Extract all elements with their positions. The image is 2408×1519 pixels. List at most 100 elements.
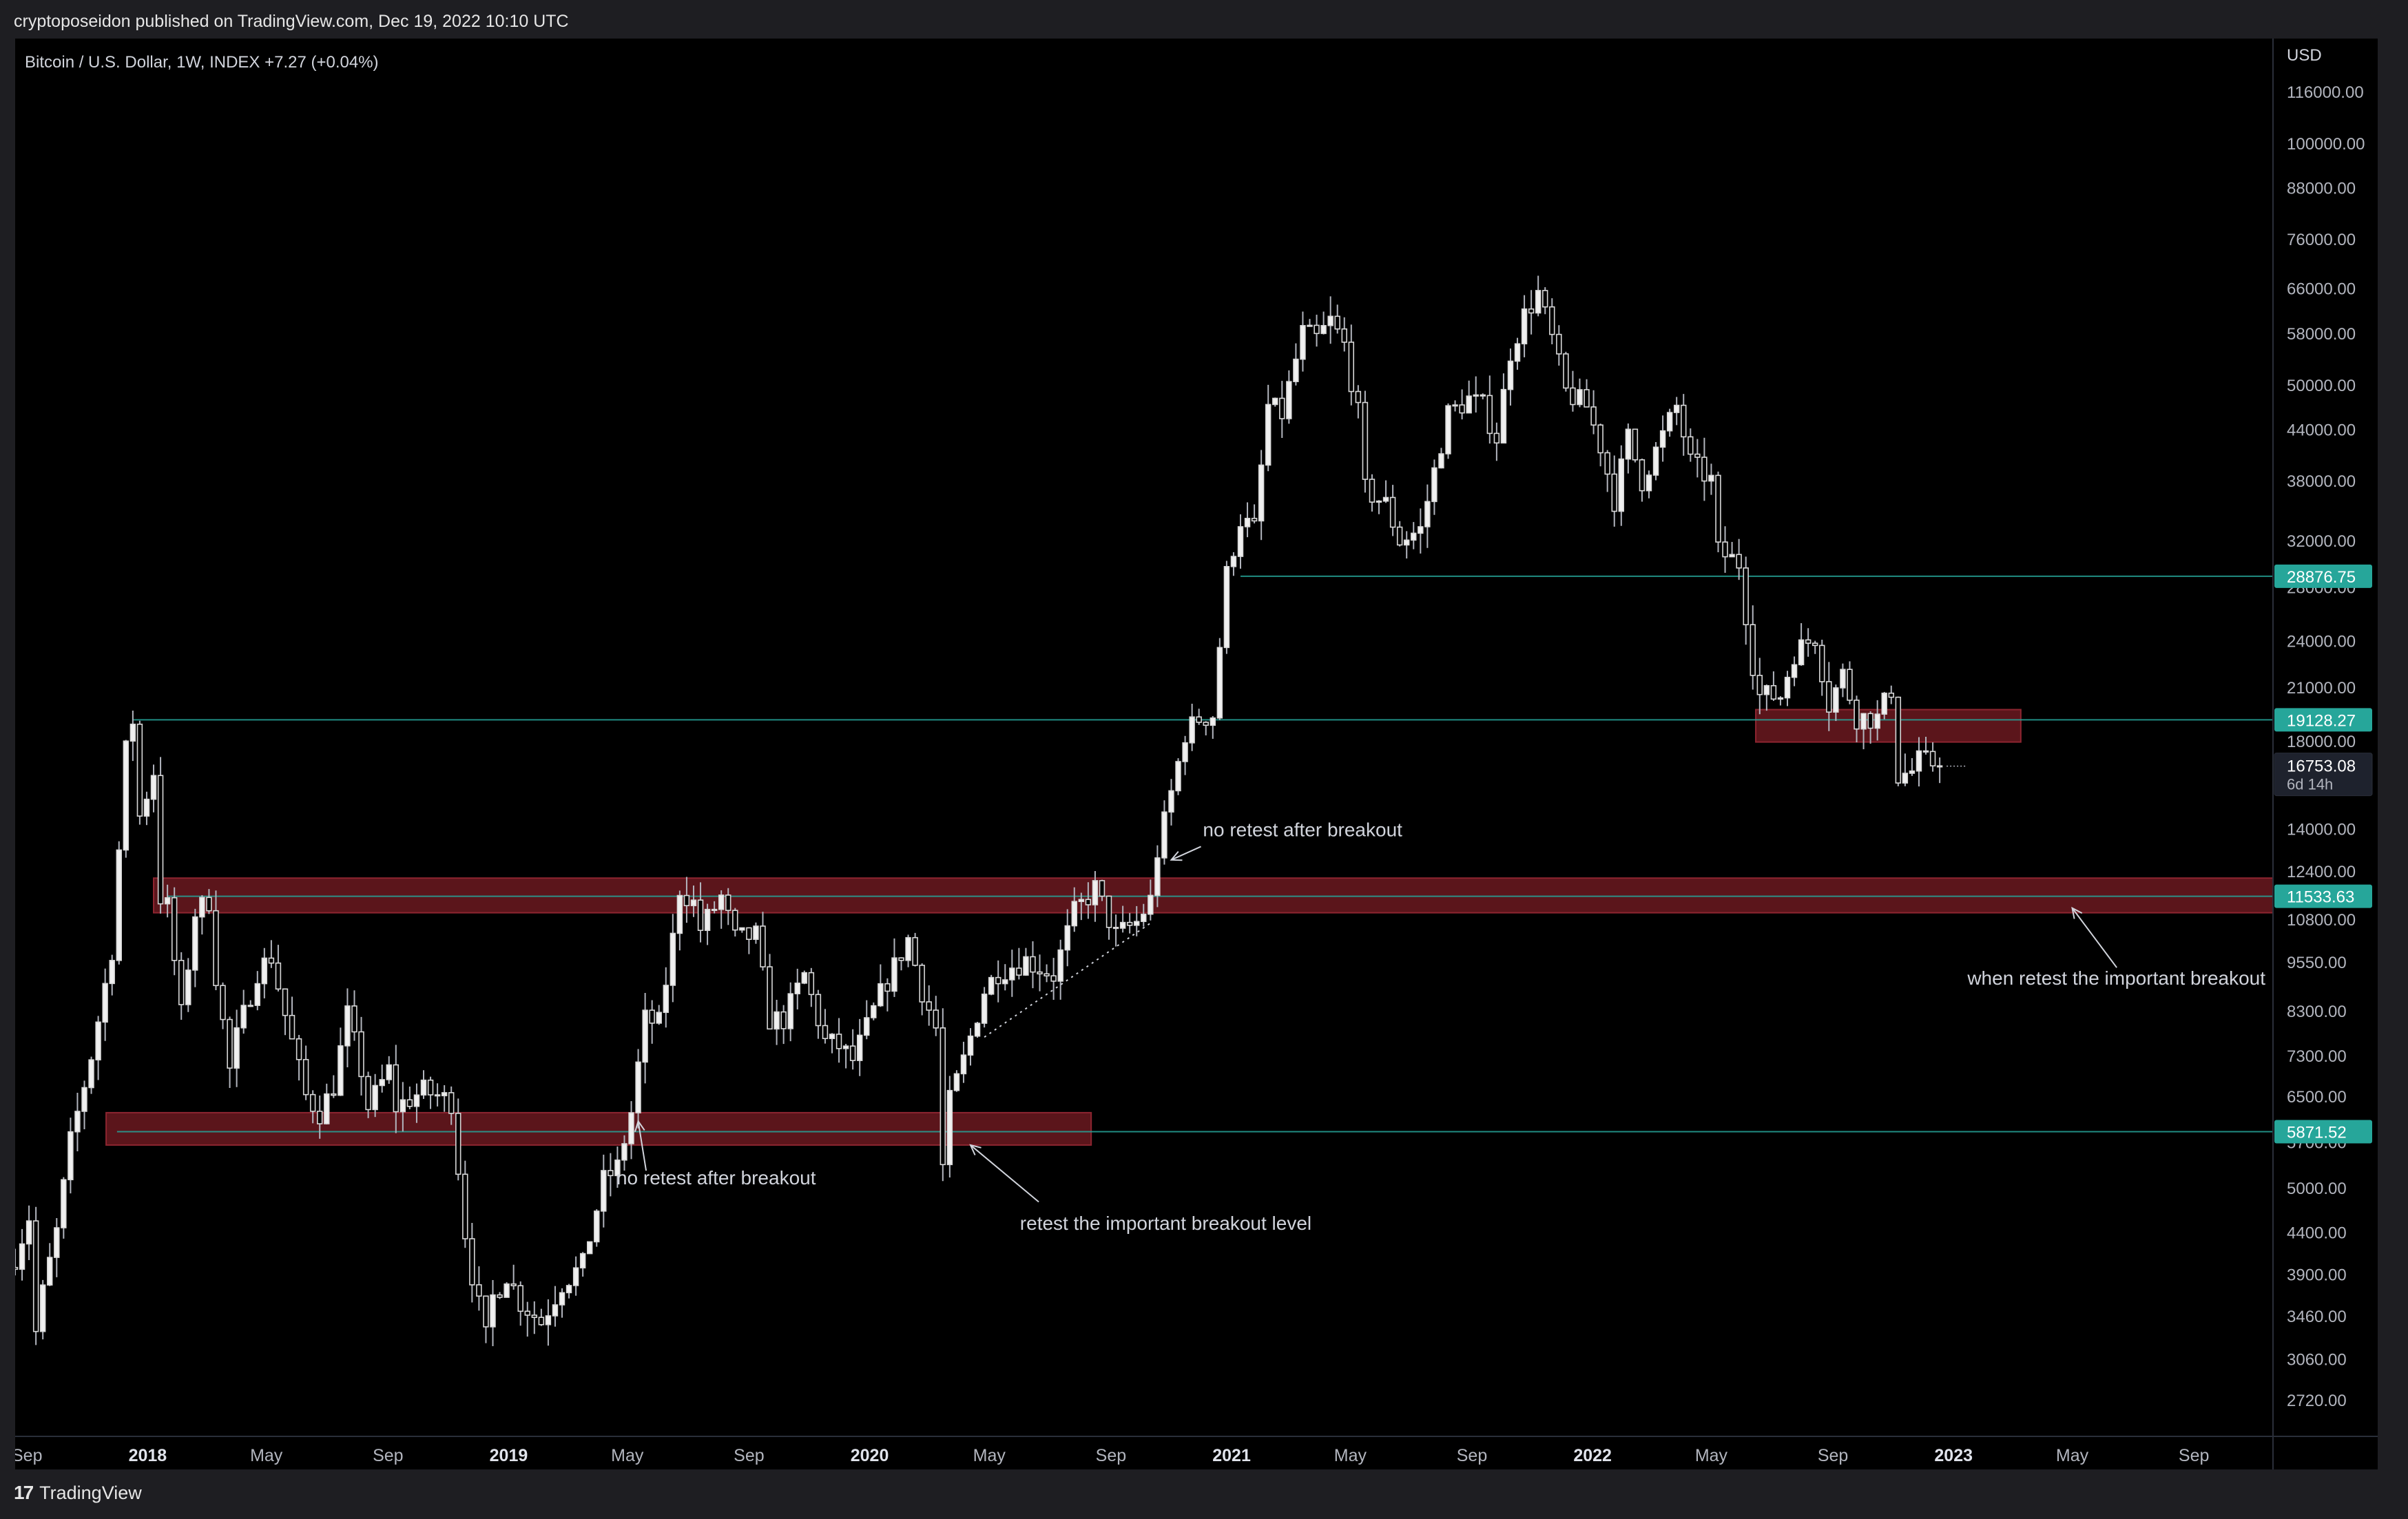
candle: [206, 889, 212, 914]
candle-up: [1652, 446, 1659, 476]
price-tick: 18000.00: [2287, 733, 2356, 751]
candle: [302, 1045, 309, 1100]
candle-down: [1106, 895, 1112, 928]
candle: [1570, 370, 1576, 412]
price-tick: 6500.00: [2287, 1088, 2347, 1107]
candle-up: [601, 1170, 607, 1212]
candle-up: [676, 894, 683, 934]
candle-up: [628, 1112, 634, 1144]
candle: [690, 886, 697, 917]
date-tick: May: [250, 1446, 283, 1465]
price-tick: 116000.00: [2287, 83, 2364, 102]
candle-up: [1148, 894, 1154, 915]
candle: [1507, 348, 1514, 406]
candle-up: [1244, 518, 1251, 527]
candle: [379, 1065, 385, 1093]
candle-down: [1854, 700, 1860, 730]
candle: [1646, 470, 1652, 499]
candle-up: [1307, 324, 1313, 327]
candle: [1854, 695, 1860, 742]
candle: [1182, 735, 1188, 775]
candle-up: [379, 1079, 385, 1087]
candle-up: [1833, 687, 1839, 713]
arrow-head-icon: [2071, 906, 2083, 919]
candle-up: [1134, 921, 1140, 926]
candle-down: [406, 1099, 413, 1107]
candle: [1812, 640, 1818, 654]
candle: [628, 1101, 634, 1160]
chart-area[interactable]: no retest after breakout no retest after …: [15, 39, 2378, 1469]
candle: [1493, 422, 1500, 461]
candle-up: [1500, 388, 1507, 444]
candle: [1895, 696, 1902, 786]
candle: [649, 1000, 655, 1044]
annotation-arrow: [1171, 846, 1201, 861]
price-tick: 66000.00: [2287, 280, 2356, 298]
candle: [192, 908, 198, 987]
candle-up: [946, 1089, 953, 1166]
candle-up: [490, 1294, 496, 1328]
candle-down: [808, 972, 815, 996]
candle-down: [1493, 432, 1500, 444]
date-tick: Sep: [1818, 1446, 1848, 1465]
candle-up: [164, 897, 171, 905]
candle: [1030, 941, 1036, 989]
candle-up: [1230, 556, 1237, 567]
candle-up: [1272, 397, 1278, 406]
candle-up: [1445, 405, 1451, 454]
candle: [1161, 800, 1167, 865]
candle-up: [774, 1011, 780, 1030]
candle-up: [344, 1005, 351, 1047]
price-tick: 9550.00: [2287, 954, 2347, 972]
candle-up: [1023, 956, 1029, 976]
candle: [109, 954, 115, 996]
candle: [683, 877, 690, 923]
candle: [386, 1056, 392, 1085]
price-tick: 2720.00: [2287, 1392, 2347, 1410]
candle: [1016, 947, 1022, 980]
candle-down: [1611, 473, 1617, 512]
candle: [1092, 870, 1099, 922]
date-tick: Sep: [1096, 1446, 1126, 1465]
candle-up: [129, 723, 136, 742]
candle-up: [704, 908, 711, 931]
candle-up: [1418, 526, 1424, 534]
candle-down: [365, 1076, 371, 1111]
candle-down: [469, 1238, 475, 1286]
candle-up: [1514, 343, 1521, 362]
bar-countdown: 6d 14h: [2287, 776, 2333, 793]
price-badge-label: 19128.27: [2287, 711, 2356, 730]
candle: [393, 1045, 399, 1133]
candle: [282, 988, 289, 1036]
candle: [1078, 892, 1085, 921]
candle-down: [1736, 554, 1742, 569]
candle: [338, 1027, 344, 1096]
candle-down: [1355, 390, 1362, 404]
candle-down: [455, 1113, 461, 1175]
price-chart[interactable]: no retest after breakout no retest after …: [15, 39, 2378, 1469]
candle-down: [732, 910, 738, 931]
annotation-arrow: [637, 1121, 647, 1171]
candle-up: [670, 932, 676, 986]
candle-up: [1840, 669, 1846, 689]
price-tick: 3060.00: [2287, 1350, 2347, 1369]
tradingview-brand: TradingView: [39, 1482, 142, 1503]
candle: [974, 1022, 981, 1038]
candle: [835, 1018, 842, 1063]
candle: [1223, 561, 1230, 654]
candle-up: [1119, 921, 1126, 929]
annotation-label: no retest after breakout: [616, 1167, 816, 1188]
date-tick: Sep: [373, 1446, 403, 1465]
candle: [1148, 879, 1154, 921]
candle: [608, 1153, 614, 1197]
tradingview-logo[interactable]: 17 TradingView: [14, 1482, 142, 1504]
candle: [960, 1041, 967, 1083]
candle-up: [1057, 949, 1063, 982]
candle: [1002, 964, 1008, 991]
candle: [1320, 311, 1327, 335]
candle-up: [441, 1092, 448, 1097]
candle-down: [1486, 395, 1493, 434]
candle: [642, 993, 648, 1084]
candle: [1286, 370, 1292, 424]
candle-up: [1258, 464, 1265, 522]
